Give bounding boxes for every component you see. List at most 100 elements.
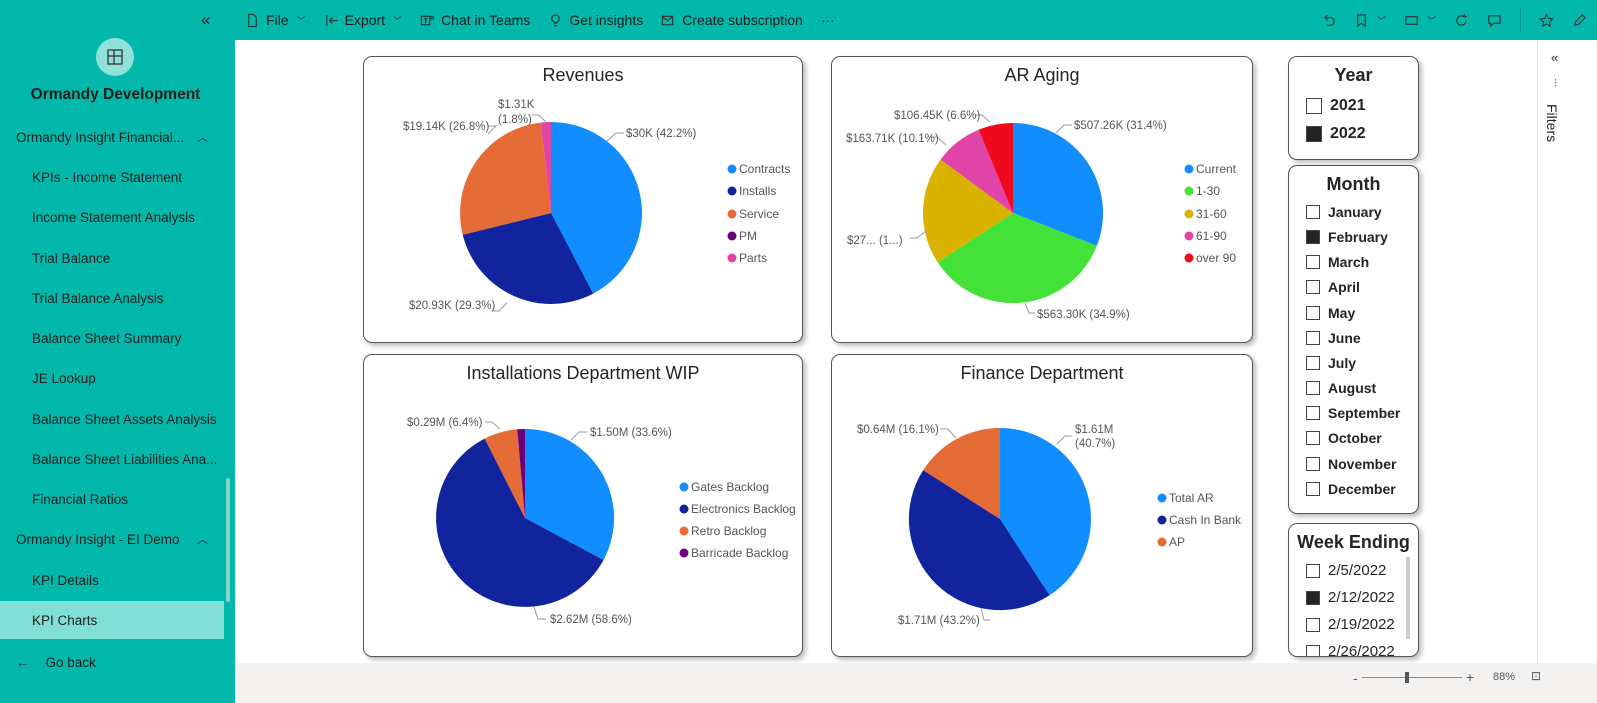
fit-to-page-icon[interactable]: ⊡: [1531, 669, 1542, 683]
checkbox[interactable]: [1306, 406, 1320, 420]
get-insights-button[interactable]: Get insights: [548, 12, 643, 28]
nav-item-kpi-details[interactable]: KPI Details: [0, 561, 224, 599]
checkbox[interactable]: [1306, 617, 1320, 632]
slicer-option-november[interactable]: November: [1306, 456, 1396, 472]
checkbox[interactable]: [1306, 482, 1320, 496]
nav-item-bs-liabilities-analysis[interactable]: Balance Sheet Liabilities Ana...: [0, 440, 224, 478]
nav-group-ei-demo[interactable]: Ormandy Insight - EI Demo ︿: [0, 520, 224, 558]
pie-slice-installs[interactable]: [462, 213, 594, 304]
refresh-icon[interactable]: [1454, 13, 1469, 28]
checkbox[interactable]: [1306, 644, 1320, 656]
legend-31-60[interactable]: 31-60: [1196, 207, 1227, 221]
legend-1-30[interactable]: 1-30: [1196, 184, 1220, 198]
collapse-nav-icon[interactable]: «: [201, 10, 211, 29]
pie-slice-ap[interactable]: [923, 428, 1000, 519]
revenues-chart-card[interactable]: Revenues $30K (42.2%) $20.93K (29.3%) $1…: [363, 56, 803, 343]
checkbox[interactable]: [1306, 126, 1322, 142]
pie-slice-service[interactable]: [460, 122, 551, 235]
slicer-option-september[interactable]: September: [1306, 405, 1400, 421]
pie-slice-31-60[interactable]: [922, 159, 1013, 263]
checkbox[interactable]: [1306, 590, 1320, 605]
bookmark-menu[interactable]: ﹀: [1354, 13, 1386, 28]
go-back-button[interactable]: ← Go back: [0, 643, 224, 681]
comment-icon[interactable]: [1487, 13, 1502, 28]
nav-item-trial-balance-analysis[interactable]: Trial Balance Analysis: [0, 279, 224, 317]
pie-slice-total-ar[interactable]: [1000, 428, 1092, 596]
slicer-option-april[interactable]: April: [1306, 279, 1360, 295]
nav-item-je-lookup[interactable]: JE Lookup: [0, 359, 224, 397]
file-menu[interactable]: File ﹀: [245, 12, 306, 28]
favorite-star-icon[interactable]: [1539, 12, 1554, 28]
legend-parts[interactable]: Parts: [739, 251, 767, 265]
slicer-option-2-12-2022[interactable]: 2/12/2022: [1306, 589, 1395, 606]
legend-cash-in-bank[interactable]: Cash In Bank: [1169, 513, 1242, 527]
slicer-option-december[interactable]: December: [1306, 481, 1396, 497]
slicer-option-february[interactable]: February: [1306, 229, 1388, 245]
checkbox[interactable]: [1306, 306, 1320, 320]
nav-item-bs-assets-analysis[interactable]: Balance Sheet Assets Analysis: [0, 400, 224, 438]
view-menu[interactable]: ﹀: [1404, 13, 1436, 28]
pie-slice-61-90[interactable]: [940, 129, 1013, 213]
slicer-scrollbar[interactable]: [1406, 557, 1410, 639]
nav-item-trial-balance[interactable]: Trial Balance: [0, 239, 224, 277]
more-options-button[interactable]: ···: [821, 12, 835, 28]
legend-pm[interactable]: PM: [739, 229, 757, 243]
legend-retro-backlog[interactable]: Retro Backlog: [691, 524, 766, 538]
checkbox[interactable]: [1306, 431, 1320, 445]
slicer-option-may[interactable]: May: [1306, 305, 1355, 321]
checkbox[interactable]: [1306, 331, 1320, 345]
nav-item-balance-sheet-summary[interactable]: Balance Sheet Summary: [0, 319, 224, 357]
pie-slice-contracts[interactable]: [551, 122, 642, 294]
checkbox[interactable]: [1306, 98, 1322, 114]
zoom-in-button[interactable]: +: [1466, 669, 1475, 685]
legend-ap[interactable]: AP: [1169, 535, 1185, 549]
export-menu[interactable]: Export ﹀: [324, 12, 402, 28]
checkbox[interactable]: [1306, 381, 1320, 395]
legend-service[interactable]: Service: [739, 207, 779, 221]
slicer-option-2-19-2022[interactable]: 2/19/2022: [1306, 616, 1395, 633]
checkbox[interactable]: [1306, 230, 1320, 244]
nav-item-financial-ratios[interactable]: Financial Ratios: [0, 480, 224, 518]
slicer-option-2-26-2022[interactable]: 2/26/2022: [1306, 643, 1395, 656]
filters-pane[interactable]: « ⫶ Filters: [1537, 40, 1597, 663]
legend-contracts[interactable]: Contracts: [739, 162, 790, 176]
nav-scrollbar[interactable]: [226, 478, 230, 602]
checkbox[interactable]: [1306, 356, 1320, 370]
legend-gates-backlog[interactable]: Gates Backlog: [691, 480, 769, 494]
edit-pencil-icon[interactable]: [1572, 13, 1587, 28]
legend-over-90[interactable]: over 90: [1196, 251, 1236, 265]
pie-slice-over-90[interactable]: [978, 122, 1013, 213]
slicer-option-june[interactable]: June: [1306, 330, 1361, 346]
legend-installs[interactable]: Installs: [739, 184, 776, 198]
zoom-slider-thumb[interactable]: [1405, 672, 1409, 683]
zoom-slider-track[interactable]: [1362, 677, 1462, 678]
slicer-option-january[interactable]: January: [1306, 204, 1382, 220]
finance-department-chart-card[interactable]: Finance Department $1.61M (40.7%) $1.71M…: [831, 354, 1253, 657]
nav-item-kpis-income-statement[interactable]: KPIs - Income Statement: [0, 158, 224, 196]
slicer-option-march[interactable]: March: [1306, 254, 1369, 270]
pie-slice-gates-backlog[interactable]: [525, 429, 615, 560]
legend-61-90[interactable]: 61-90: [1196, 229, 1227, 243]
pie-slice-barricade-backlog[interactable]: [517, 428, 525, 518]
pie-slice-current[interactable]: [1013, 122, 1104, 246]
slicer-option-july[interactable]: July: [1306, 355, 1356, 371]
pie-slice-parts[interactable]: [540, 122, 551, 213]
legend-barricade-backlog[interactable]: Barricade Backlog: [691, 546, 788, 560]
checkbox[interactable]: [1306, 563, 1320, 578]
legend-total-ar[interactable]: Total AR: [1169, 491, 1214, 505]
checkbox[interactable]: [1306, 457, 1320, 471]
nav-group-financial[interactable]: Ormandy Insight Financial... ︿: [0, 118, 224, 156]
installations-wip-chart-card[interactable]: Installations Department WIP $1.50M (33.…: [363, 354, 803, 657]
pie-slice-cash-in-bank[interactable]: [908, 470, 1050, 611]
slicer-option-2022[interactable]: 2022: [1306, 125, 1366, 143]
pie-slice-electronics-backlog[interactable]: [436, 438, 604, 607]
pie-slice-retro-backlog[interactable]: [484, 429, 525, 518]
chat-in-teams-button[interactable]: Chat in Teams: [420, 12, 530, 28]
expand-filters-icon[interactable]: «: [1551, 50, 1559, 65]
nav-item-kpi-charts[interactable]: KPI Charts: [0, 601, 224, 639]
zoom-out-button[interactable]: -: [1353, 670, 1358, 686]
slicer-option-2021[interactable]: 2021: [1306, 97, 1366, 115]
undo-icon[interactable]: [1321, 13, 1336, 28]
legend-electronics-backlog[interactable]: Electronics Backlog: [691, 502, 796, 516]
checkbox[interactable]: [1306, 255, 1320, 269]
